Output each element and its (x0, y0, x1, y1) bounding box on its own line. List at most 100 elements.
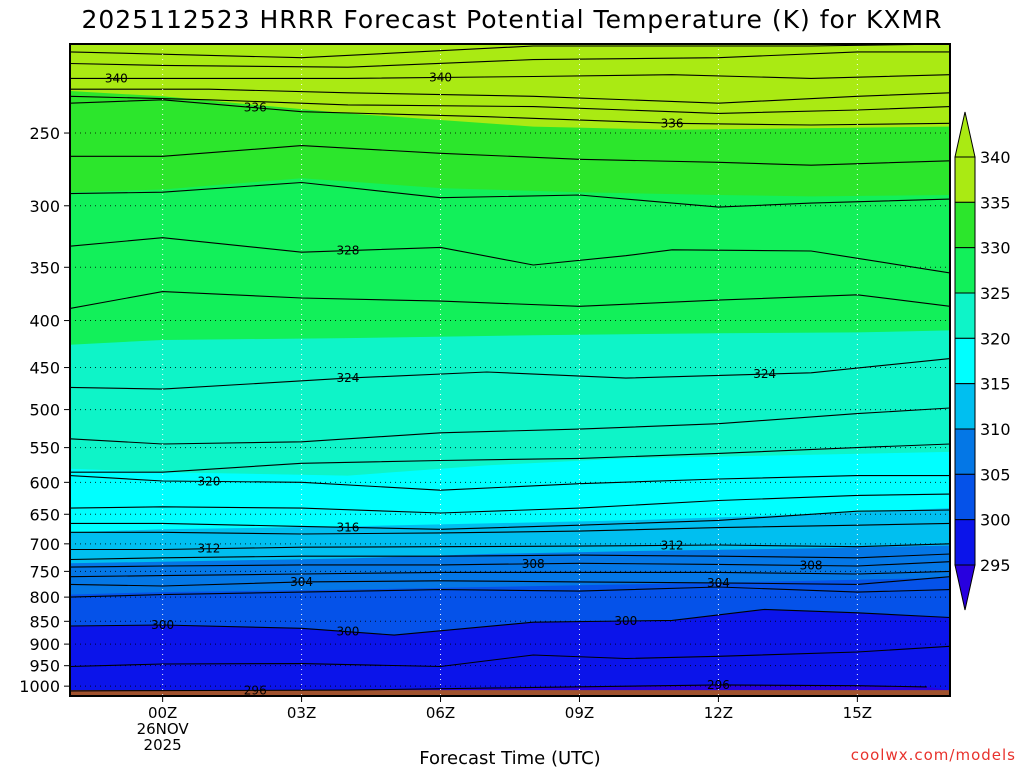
contour-line-2 (70, 74, 950, 79)
colorbar-tick-label: 315 (980, 375, 1011, 394)
contour-line-20 (70, 570, 950, 578)
colorbar-swatch-320-325 (954, 292, 976, 339)
credit-text: coolwx.com/models (851, 746, 1016, 764)
x-tick-label: 12Z (704, 704, 733, 722)
contour-label: 308 (522, 557, 545, 571)
y-tick-label: 750 (29, 562, 60, 581)
x-tick-label: 06Z (426, 704, 455, 722)
contour-line-19 (70, 561, 950, 568)
contour-label: 296 (707, 678, 730, 692)
contour-line-3 (70, 88, 950, 104)
colorbar-swatch-315-320 (954, 337, 976, 385)
y-tick-label: 250 (29, 124, 60, 143)
y-tick-label: 800 (29, 588, 60, 607)
contour-line-15 (70, 509, 950, 530)
colorbar-tick-label: 340 (980, 148, 1011, 167)
y-tick-label: 850 (29, 612, 60, 631)
colorbar-swatch-295-300 (954, 519, 976, 566)
colorbar: 340 335 330 325 320 315 310 305 300 295 (954, 111, 1011, 611)
colorbar-tick-label: 320 (980, 329, 1011, 348)
contour-line-0 (70, 44, 950, 59)
colorbar-tick-label: 295 (980, 556, 1011, 575)
chart-title: 2025112523 HRRR Forecast Potential Tempe… (81, 5, 942, 34)
y-tick-label: 300 (29, 197, 60, 216)
contour-line-12 (70, 443, 950, 473)
y-tick-label: 450 (29, 359, 60, 378)
contour-labels: 340 340 336 336 328 324 324 320 316 312 312 308 308 3… (105, 70, 823, 697)
contour-line-17 (70, 543, 950, 551)
contour-label: 328 (336, 244, 359, 258)
y-tick-label: 650 (29, 505, 60, 524)
colorbar-bottom-arrow (954, 564, 976, 611)
y-axis: 250 300 350 400 450 500 550 600 650 700 750 800 850 9… (19, 124, 70, 696)
colorbar-tick-label: 300 (980, 511, 1011, 530)
plot-area (70, 44, 950, 696)
colorbar-swatch-325-330 (954, 247, 976, 294)
contour-label: 300 (151, 618, 174, 632)
y-tick-label: 600 (29, 473, 60, 492)
contour-line-1 (70, 51, 950, 68)
plot-frame (69, 43, 951, 697)
contour-label: 324 (336, 371, 359, 385)
contour-line-16 (70, 522, 950, 535)
colorbar-tick-label: 325 (980, 284, 1011, 303)
contour-label: 320 (197, 474, 220, 488)
contour-line-9 (70, 291, 950, 309)
y-tick-label: 400 (29, 312, 60, 331)
contour-line-24 (70, 645, 950, 668)
contour-label: 296 (244, 683, 267, 697)
colorbar-swatch-335-340 (954, 156, 976, 203)
contour-label: 336 (244, 101, 267, 115)
y-tick-label: 700 (29, 535, 60, 554)
x-tick-label: 26NOV (137, 720, 190, 738)
x-axis-label: Forecast Time (UTC) (419, 748, 600, 768)
contour-label: 324 (753, 367, 776, 381)
ground-fill (70, 690, 950, 696)
x-tick-label: 09Z (565, 704, 594, 722)
grid-lines (70, 44, 950, 696)
contour-line-25 (70, 684, 927, 692)
colorbar-swatch-310-315 (954, 383, 976, 430)
contour-line-7 (70, 181, 950, 208)
contour-line-6 (70, 145, 950, 166)
contour-label: 336 (661, 116, 684, 130)
contour-line-13 (70, 475, 950, 491)
contour-label: 340 (429, 70, 452, 84)
colorbar-swatch-330-335 (954, 201, 976, 249)
band-fill-below-300 (70, 609, 950, 696)
contour-line-18 (70, 553, 950, 561)
colorbar-tick-label: 330 (980, 239, 1011, 258)
colorbar-tick-label: 310 (980, 420, 1011, 439)
colorbar-swatch-305-310 (954, 428, 976, 475)
contour-label: 300 (614, 614, 637, 628)
y-tick-label: 500 (29, 401, 60, 420)
contour-line-11 (70, 407, 950, 445)
contour-line-14 (70, 493, 950, 514)
x-tick-label: 03Z (287, 704, 316, 722)
contour-label: 312 (661, 538, 684, 552)
contour-line-21 (70, 576, 950, 587)
colorbar-tick-label: 335 (980, 193, 1011, 212)
x-tick-label: 15Z (843, 704, 872, 722)
contour-label: 300 (336, 625, 359, 639)
colorbar-swatch-300-305 (954, 473, 976, 521)
y-tick-label: 950 (29, 657, 60, 676)
y-tick-label: 350 (29, 258, 60, 277)
contour-label: 304 (290, 575, 313, 589)
contour-line-23 (70, 608, 950, 636)
colorbar-top-arrow (954, 111, 976, 158)
colorbar-tick-label: 305 (980, 465, 1011, 484)
contour-label: 340 (105, 71, 128, 85)
contour-label: 308 (800, 558, 823, 572)
y-tick-label: 550 (29, 439, 60, 458)
contour-label: 316 (336, 520, 359, 534)
x-tick-label: 00Z (148, 704, 177, 722)
contour-line-22 (70, 586, 950, 598)
x-tick-label: 2025 (144, 736, 182, 754)
contour-label: 312 (197, 542, 220, 556)
contour-label: 304 (707, 576, 730, 590)
y-tick-label: 900 (29, 635, 60, 654)
